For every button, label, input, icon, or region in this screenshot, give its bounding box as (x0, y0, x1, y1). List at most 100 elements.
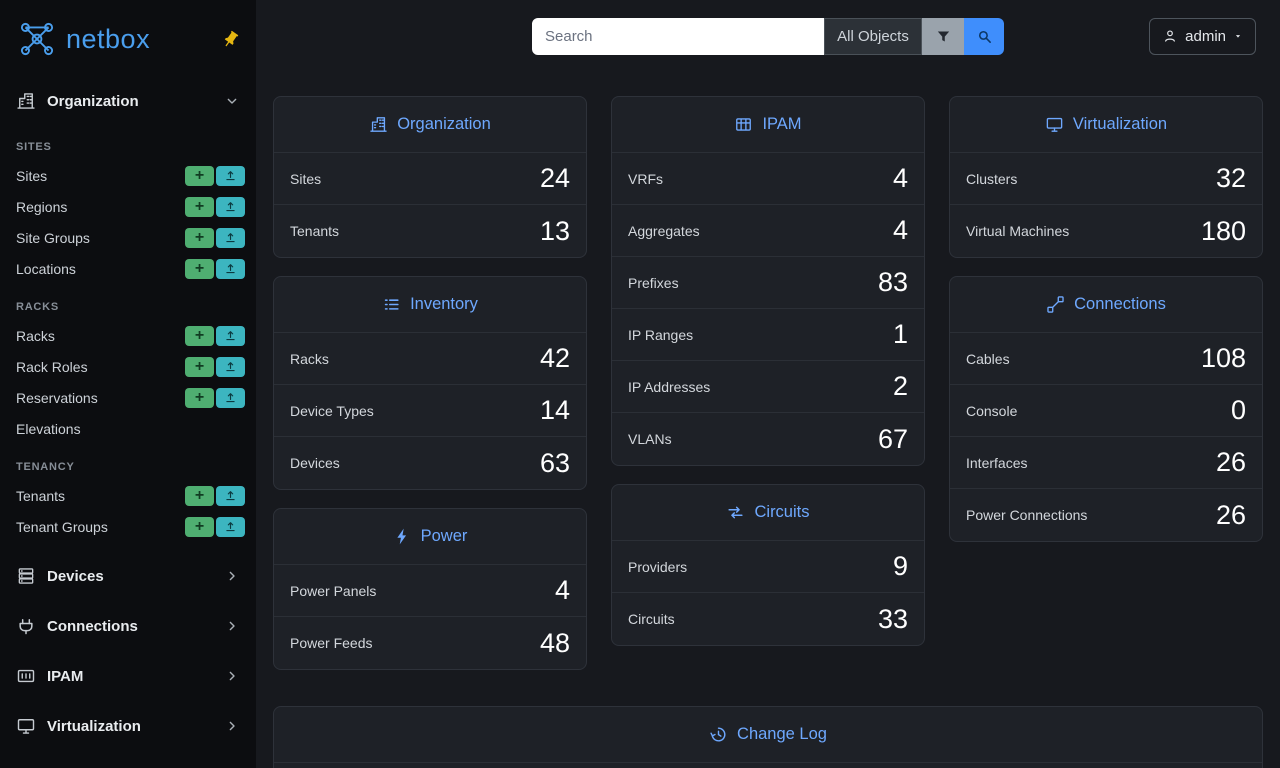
card-title: Power (420, 527, 468, 545)
stat-row-device-types[interactable]: Device Types 14 (274, 385, 586, 437)
stat-label: VRFs (628, 170, 663, 187)
add-button[interactable]: + (185, 165, 214, 186)
stat-row-vrfs[interactable]: VRFs 4 (612, 153, 924, 205)
pin-sidebar-button[interactable] (221, 30, 240, 49)
stat-row-prefixes[interactable]: Prefixes 83 (612, 257, 924, 309)
sidebar-item-rack-roles[interactable]: Rack Roles + (0, 351, 256, 382)
import-button[interactable] (216, 356, 245, 377)
sidebar-link[interactable]: Reservations (16, 389, 98, 406)
sidebar-link[interactable]: Tenants (16, 487, 66, 504)
sidebar-item-tenants[interactable]: Tenants + (0, 480, 256, 511)
stat-value: 63 (539, 447, 570, 478)
stat-row-ip-addresses[interactable]: IP Addresses 2 (612, 361, 924, 413)
stat-row-devices[interactable]: Devices 63 (274, 437, 586, 489)
filter-icon (935, 28, 952, 45)
sidebar-item-site-groups[interactable]: Site Groups + (0, 222, 256, 253)
server-stack-icon (16, 566, 36, 586)
stat-value: 83 (877, 267, 908, 297)
user-menu-button[interactable]: admin (1149, 17, 1256, 55)
stat-row-racks[interactable]: Racks 42 (274, 333, 586, 385)
cable-icon (1046, 295, 1065, 314)
stat-value: 24 (539, 163, 570, 193)
stat-row-sites[interactable]: Sites 24 (274, 153, 586, 205)
stat-value: 4 (892, 215, 908, 245)
stat-row-cables[interactable]: Cables 108 (950, 333, 1262, 385)
stat-row-power-connections[interactable]: Power Connections 26 (950, 489, 1262, 541)
stat-value: 13 (539, 215, 570, 246)
stat-row-power-panels[interactable]: Power Panels 4 (274, 565, 586, 617)
stat-row-virtual-machines[interactable]: Virtual Machines 180 (950, 205, 1262, 257)
sidebar-link[interactable]: Locations (16, 260, 76, 277)
sidebar-item-devices[interactable]: Devices (0, 551, 256, 601)
upload-icon (224, 329, 237, 342)
import-button[interactable] (216, 196, 245, 217)
sidebar-link[interactable]: Elevations (16, 420, 81, 437)
card-organization: Organization Sites 24 Tenants 13 (273, 96, 587, 258)
filter-button[interactable] (922, 17, 964, 55)
sidebar-item-elevations[interactable]: Elevations (0, 413, 256, 444)
add-button[interactable]: + (185, 485, 214, 506)
sidebar-item-reservations[interactable]: Reservations + (0, 382, 256, 413)
sidebar-item-virtualization[interactable]: Virtualization (0, 701, 256, 751)
add-button[interactable]: + (185, 258, 214, 279)
stat-row-power-feeds[interactable]: Power Feeds 48 (274, 617, 586, 669)
sidebar-item-racks[interactable]: Racks + (0, 320, 256, 351)
sidebar-item-connections[interactable]: Connections (0, 601, 256, 651)
sidebar-link[interactable]: Sites (16, 167, 48, 184)
sidebar-link[interactable]: Tenant Groups (16, 518, 108, 535)
plug-icon (16, 616, 36, 636)
add-button[interactable]: + (185, 356, 214, 377)
search-input[interactable] (532, 17, 824, 55)
sidebar-link[interactable]: Rack Roles (16, 358, 88, 375)
stat-value: 33 (877, 603, 908, 634)
sidebar-item-organization[interactable]: Organization (0, 78, 256, 124)
import-button[interactable] (216, 227, 245, 248)
import-button[interactable] (216, 165, 245, 186)
add-button[interactable]: + (185, 387, 214, 408)
stat-value: 42 (539, 343, 570, 373)
stat-row-circuits[interactable]: Circuits 33 (612, 593, 924, 645)
sidebar-item-tenant-groups[interactable]: Tenant Groups + (0, 511, 256, 542)
stat-value: 26 (1215, 447, 1246, 477)
add-button[interactable]: + (185, 325, 214, 346)
card-header: Circuits (612, 485, 924, 541)
add-button[interactable]: + (185, 196, 214, 217)
add-button[interactable]: + (185, 227, 214, 248)
stat-row-console[interactable]: Console 0 (950, 385, 1262, 437)
import-button[interactable] (216, 516, 245, 537)
netbox-logo[interactable]: netbox (16, 18, 150, 60)
sidebar-item-sites[interactable]: Sites + (0, 160, 256, 191)
card-header: Organization (274, 97, 586, 153)
sidebar-item-label: Connections (47, 617, 138, 635)
import-button[interactable] (216, 485, 245, 506)
search-button[interactable] (964, 17, 1004, 55)
import-button[interactable] (216, 387, 245, 408)
stat-row-tenants[interactable]: Tenants 13 (274, 205, 586, 257)
card-title: Connections (1074, 295, 1166, 313)
add-button[interactable]: + (185, 516, 214, 537)
swap-arrows-icon (726, 503, 745, 522)
plus-icon: + (194, 166, 205, 184)
sidebar-item-regions[interactable]: Regions + (0, 191, 256, 222)
stat-row-aggregates[interactable]: Aggregates 4 (612, 205, 924, 257)
stat-row-providers[interactable]: Providers 9 (612, 541, 924, 593)
building-icon (369, 115, 388, 134)
sidebar-link[interactable]: Regions (16, 198, 68, 215)
card-title: Circuits (754, 503, 810, 521)
import-button[interactable] (216, 258, 245, 279)
card-title: Inventory (410, 295, 478, 313)
sidebar-link[interactable]: Site Groups (16, 229, 90, 246)
import-button[interactable] (216, 325, 245, 346)
search-scope-button[interactable]: All Objects (824, 17, 922, 55)
card-change-log: Change Log (273, 706, 1263, 768)
stat-label: Power Connections (966, 507, 1088, 523)
stat-row-vlans[interactable]: VLANs 67 (612, 413, 924, 465)
stat-row-clusters[interactable]: Clusters 32 (950, 153, 1262, 205)
sidebar-item-ipam[interactable]: IPAM (0, 651, 256, 701)
stat-row-ip-ranges[interactable]: IP Ranges 1 (612, 309, 924, 361)
plus-icon: + (194, 326, 205, 344)
sidebar-item-locations[interactable]: Locations + (0, 253, 256, 284)
stat-label: Console (966, 402, 1018, 419)
sidebar-link[interactable]: Racks (16, 327, 55, 344)
stat-row-interfaces[interactable]: Interfaces 26 (950, 437, 1262, 489)
